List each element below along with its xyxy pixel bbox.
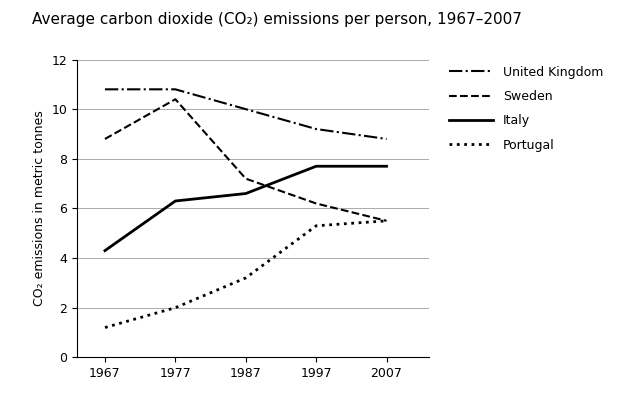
- Sweden: [172, 97, 179, 102]
- United Kingdom: [383, 137, 390, 141]
- Y-axis label: CO₂ emissions in metric tonnes: CO₂ emissions in metric tonnes: [33, 110, 45, 306]
- Sweden: [383, 218, 390, 223]
- Italy: [242, 191, 250, 196]
- Portugal: [242, 276, 250, 280]
- Portugal: [172, 305, 179, 310]
- United Kingdom: [242, 107, 250, 112]
- Portugal: [101, 325, 109, 330]
- Italy: [312, 164, 320, 169]
- Italy: [172, 198, 179, 203]
- Sweden: [242, 176, 250, 181]
- Text: Average carbon dioxide (CO₂) emissions per person, 1967–2007: Average carbon dioxide (CO₂) emissions p…: [32, 12, 522, 27]
- United Kingdom: [101, 87, 109, 92]
- Line: Italy: Italy: [105, 166, 387, 251]
- Portugal: [312, 224, 320, 228]
- United Kingdom: [172, 87, 179, 92]
- Sweden: [312, 201, 320, 206]
- Line: Portugal: Portugal: [105, 221, 387, 328]
- Italy: [101, 248, 109, 253]
- United Kingdom: [312, 127, 320, 131]
- Legend: United Kingdom, Sweden, Italy, Portugal: United Kingdom, Sweden, Italy, Portugal: [449, 66, 604, 152]
- Line: United Kingdom: United Kingdom: [105, 89, 387, 139]
- Line: Sweden: Sweden: [105, 99, 387, 221]
- Sweden: [101, 137, 109, 141]
- Portugal: [383, 218, 390, 223]
- Italy: [383, 164, 390, 169]
